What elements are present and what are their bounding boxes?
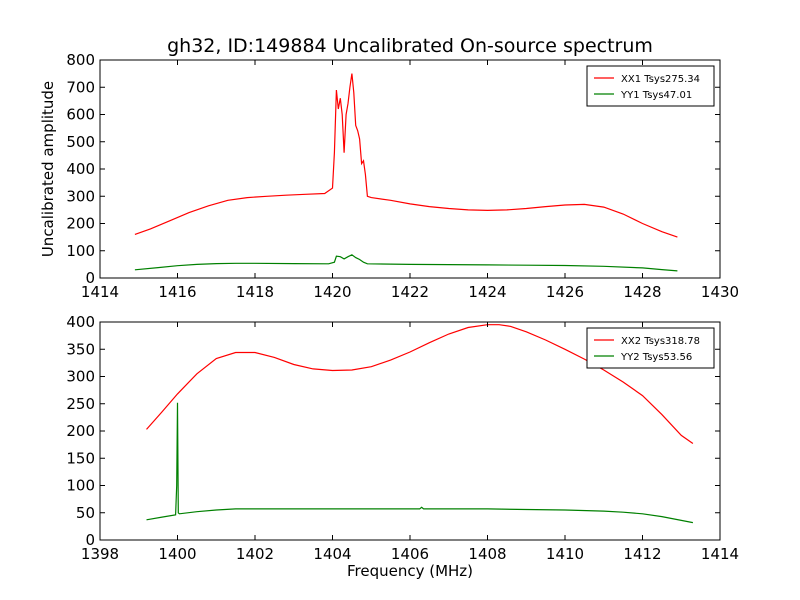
x-tick-label: 1412 [623,545,661,563]
y-tick-label: 150 [66,449,95,467]
series-line-yy-0 [134,254,678,272]
y-tick-label: 200 [66,215,95,233]
x-tick-label: 1408 [468,545,506,563]
y-tick-label: 100 [66,477,95,495]
y-axis-label: Uncalibrated amplitude [39,81,57,257]
x-tick-label: 1414 [701,545,739,563]
x-tick-label: 1404 [313,545,351,563]
series-line-yy-1 [146,402,694,524]
y-tick-label: 350 [66,340,95,358]
y-tick-label: 0 [85,531,95,549]
y-tick-label: 800 [66,51,95,69]
x-tick-label: 1398 [81,545,119,563]
legend-box [586,65,715,107]
bottom-spectrum-panel: 1398 1400 1402 1404 1406 1408 1410 1412 1414 0 50 1… [66,313,739,580]
legend-box [586,327,715,369]
y-tick-label: 600 [66,106,95,124]
y-tick-label: 100 [66,242,95,260]
y-tick-label: 500 [66,133,95,151]
y-tick-label: 0 [85,269,95,287]
figure-title: gh32, ID:149884 Uncalibrated On-source s… [167,35,653,57]
y-tick-label: 400 [66,313,95,331]
series-line-xx-0 [134,73,678,238]
y-tick-label: 250 [66,395,95,413]
x-tick-label: 1406 [391,545,429,563]
top-spectrum-panel: 1414 1416 1418 1420 1422 1424 1426 1428 1430 0 100… [39,51,739,301]
y-tick-label: 200 [66,422,95,440]
x-tick-label: 1422 [391,283,429,301]
x-tick-label: 1414 [81,283,119,301]
x-axis-label: Frequency (MHz) [347,562,473,580]
x-tick-label: 1426 [546,283,584,301]
x-tick-label: 1420 [313,283,351,301]
legend: XX2 Tsys318.78 YY2 Tsys53.56 [586,327,715,369]
x-tick-label: 1430 [701,283,739,301]
legend-entry-label: YY2 Tsys53.56 [620,352,692,363]
x-tick-label: 1418 [236,283,274,301]
x-tick-label: 1400 [158,545,196,563]
y-tick-label: 700 [66,78,95,96]
legend-entry-label: XX2 Tsys318.78 [621,336,700,347]
legend-entry-label: XX1 Tsys275.34 [621,74,700,85]
y-tick-label: 300 [66,187,95,205]
y-tick-label: 400 [66,160,95,178]
y-tick-label: 300 [66,368,95,386]
x-tick-label: 1424 [468,283,506,301]
y-tick-label: 50 [76,504,95,522]
x-tick-label: 1416 [158,283,196,301]
legend-entry-label: YY1 Tsys47.01 [620,90,692,101]
series-line-xx-1 [146,324,694,444]
legend: XX1 Tsys275.34 YY1 Tsys47.01 [586,65,715,107]
x-tick-label: 1410 [546,545,584,563]
x-tick-label: 1428 [623,283,661,301]
x-tick-label: 1402 [236,545,274,563]
